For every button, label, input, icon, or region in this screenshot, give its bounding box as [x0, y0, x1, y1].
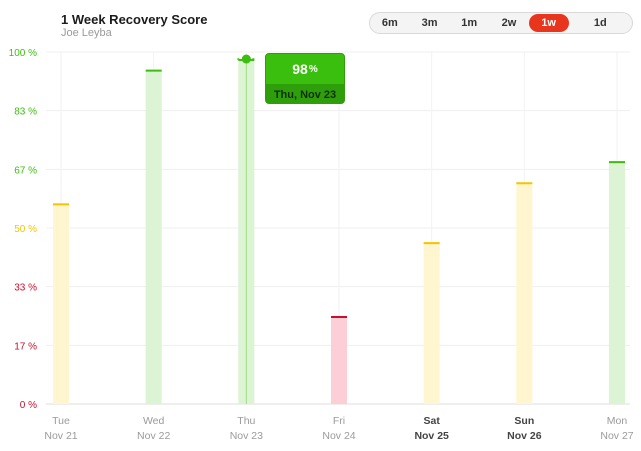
x-tick-date: Nov 25: [414, 430, 449, 442]
recovery-bar: [53, 203, 69, 404]
x-tick-day: Mon: [607, 415, 628, 427]
x-tick-day: Thu: [237, 415, 255, 427]
recovery-bar: [331, 316, 347, 404]
y-tick-label: 17 %: [14, 341, 37, 352]
range-1m-button[interactable]: 1m: [461, 17, 478, 29]
x-tick-date: Nov 27: [600, 430, 633, 442]
chart-subtitle: Joe Leyba: [61, 27, 112, 39]
y-tick-label: 83 %: [14, 107, 37, 118]
chart-title: 1 Week Recovery Score: [61, 12, 208, 27]
tooltip-value: 98%: [266, 54, 344, 84]
x-tick-date: Nov 23: [230, 430, 263, 442]
tooltip-date: Thu, Nov 23: [266, 84, 344, 103]
range-3m-button[interactable]: 3m: [421, 17, 438, 29]
highlight-point: [241, 54, 251, 64]
x-tick-day: Sat: [423, 415, 440, 427]
range-1d-button[interactable]: 1d: [593, 17, 607, 29]
x-tick-day: Wed: [143, 415, 165, 427]
range-6m-button[interactable]: 6m: [381, 17, 398, 29]
recovery-bar: [145, 69, 162, 404]
y-tick-label: 67 %: [14, 165, 37, 176]
x-tick-date: Nov 22: [137, 430, 170, 442]
tooltip-score: 98: [292, 61, 308, 77]
tooltip-unit: %: [308, 63, 318, 75]
x-tick-day: Tue: [52, 415, 70, 427]
x-tick-date: Nov 26: [507, 430, 542, 442]
score-tooltip: 98% Thu, Nov 23: [265, 53, 345, 104]
x-tick-day: Fri: [333, 415, 345, 427]
y-tick-label: 33 %: [14, 283, 37, 294]
x-tick-day: Sun: [514, 415, 534, 427]
range-2w-button[interactable]: 2w: [501, 17, 517, 29]
time-range-selector: 6m 3m 1m 2w 1w 1d: [369, 12, 633, 34]
x-tick-date: Nov 21: [44, 430, 77, 442]
y-tick-label: 100 %: [9, 48, 37, 59]
x-tick-date: Nov 24: [322, 430, 355, 442]
y-tick-label: 50 %: [14, 224, 37, 235]
y-tick-label: 0 %: [20, 400, 37, 411]
range-1w-button[interactable]: 1w: [528, 14, 569, 32]
recovery-bar: [423, 242, 440, 404]
recovery-bar: [609, 161, 625, 404]
recovery-bar: [516, 182, 533, 404]
